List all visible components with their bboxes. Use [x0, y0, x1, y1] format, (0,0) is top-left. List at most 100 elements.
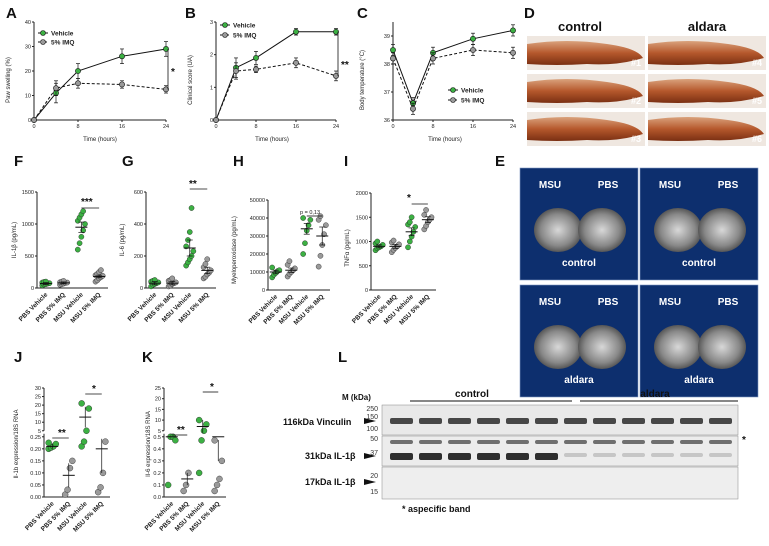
band-vinculin — [680, 418, 703, 424]
data-point — [407, 219, 413, 225]
annot-h: p = 0,13 — [300, 210, 320, 216]
data-point — [164, 481, 172, 489]
wb-arrow-il1b-31 — [364, 453, 376, 459]
wb-membrane-bottom — [381, 466, 739, 500]
xray-label-msu: MSU — [659, 180, 681, 191]
band-aspecific — [651, 440, 674, 444]
data-point — [430, 55, 436, 62]
y-tick-label: 1500 — [356, 215, 368, 221]
y-tick-label: 40 — [25, 20, 31, 26]
y-tick-label: 38 — [384, 62, 390, 68]
wb-aspecific-star: * — [742, 435, 746, 446]
data-point — [75, 80, 81, 87]
y-tick-label: 1000 — [356, 240, 368, 246]
wb-mkda-label: M (kDa) — [342, 393, 371, 402]
ylabel-i: TNFα (pg/mL) — [345, 229, 351, 266]
y-tick-label: 30 — [35, 386, 41, 392]
data-point — [292, 265, 298, 272]
y-tick-label: 20000 — [250, 252, 265, 258]
data-point — [293, 59, 299, 66]
legend-label-vehicle: Vehicle — [461, 88, 484, 95]
y-tick-label: 0.4 — [153, 447, 161, 453]
xray-label-pbs: PBS — [718, 180, 739, 191]
series-line-imq — [392, 49, 514, 111]
sig-i: * — [407, 193, 411, 204]
data-point — [185, 469, 192, 477]
band-il1b-31 — [564, 453, 587, 457]
panel-l-western-blot: M (kDa) control aldara 250 150 100 50 37… — [283, 389, 746, 514]
chart-a: Paw swelling (%) Time (hours) Vehicle 5%… — [6, 20, 175, 143]
data-point — [80, 208, 86, 214]
data-point — [64, 486, 71, 493]
band-vinculin — [506, 418, 529, 424]
y-tick-label: 0.05 — [30, 483, 41, 489]
xray-label-pbs: PBS — [598, 297, 619, 308]
data-point — [102, 438, 109, 445]
ylabel-h: Myeloperoxidase (pg/mL) — [232, 216, 238, 284]
data-point — [510, 49, 516, 56]
data-point — [163, 86, 169, 93]
band-il1b-31 — [593, 453, 616, 457]
panel-letter-c: C — [357, 5, 368, 22]
y-tick-label: 37 — [384, 90, 390, 96]
y-tick-label: 36 — [384, 118, 390, 124]
legend-marker-vehicle — [222, 22, 228, 28]
sig-k-1: ** — [177, 425, 185, 436]
xray-label-pbs: PBS — [598, 180, 619, 191]
y-tick-label: 0 — [262, 288, 265, 294]
panel-e-xray: MSU PBS control MSU PBS control MSU PBS aldara MS… — [519, 167, 759, 398]
paw-photo-number: #2 — [631, 96, 641, 106]
data-point — [52, 440, 60, 448]
wb-tick-250: 250 — [366, 406, 378, 413]
band-il1b-31 — [419, 453, 442, 460]
data-point — [190, 248, 197, 254]
y-tick-label: 0.25 — [30, 435, 41, 441]
data-point — [412, 224, 419, 230]
data-point — [333, 73, 339, 79]
data-point — [99, 273, 106, 279]
xray-label-pbs: PBS — [718, 297, 739, 308]
paw-photo-paw — [527, 41, 643, 65]
band-vinculin — [419, 418, 442, 424]
y-tick-label: 0.10 — [30, 471, 41, 477]
data-point — [510, 27, 516, 34]
y-tick-label: 10 — [35, 420, 41, 426]
data-point — [198, 437, 205, 444]
data-point — [188, 205, 195, 211]
band-aspecific — [535, 440, 558, 444]
xray-paw-left — [654, 208, 702, 252]
xray-label-group: control — [562, 258, 596, 269]
y-tick-label: 0.2 — [153, 471, 161, 477]
panel-letter-k: K — [142, 349, 153, 366]
wb-label-il1b-31: 31kDa IL-1β — [305, 451, 356, 461]
band-aspecific — [506, 440, 529, 444]
x-tick-label: 8 — [431, 124, 434, 130]
sig-b: ** — [341, 60, 349, 71]
band-vinculin — [535, 418, 558, 424]
data-point — [80, 227, 86, 234]
data-point — [233, 68, 239, 74]
paw-photo-number: #1 — [631, 58, 641, 68]
panel-letter-l: L — [338, 349, 347, 366]
paw-photo-number: #4 — [752, 58, 762, 68]
band-vinculin — [390, 418, 413, 424]
x-tick-label: 24 — [510, 124, 516, 130]
legend-label-vehicle: Vehicle — [51, 31, 74, 38]
chart-h: Myeloperoxidase (pg/mL) p = 0,13 0 10000 2… — [232, 198, 330, 327]
y-tick-label: 15 — [35, 412, 41, 418]
y-tick-label: 500 — [25, 254, 34, 260]
x-tick-label: 0 — [391, 124, 394, 130]
panel-letter-b: B — [185, 5, 196, 22]
data-point — [407, 238, 413, 245]
y-tick-label: 2 — [210, 53, 213, 59]
data-point — [323, 222, 329, 228]
wb-tick-15: 15 — [370, 489, 378, 496]
y-tick-label: 0.15 — [30, 459, 41, 465]
xlabel-b: Time (hours) — [255, 137, 289, 143]
band-vinculin — [564, 418, 587, 424]
legend-label-imq: 5% IMQ — [233, 33, 256, 40]
sig-f: *** — [81, 197, 93, 208]
data-point — [186, 229, 193, 235]
